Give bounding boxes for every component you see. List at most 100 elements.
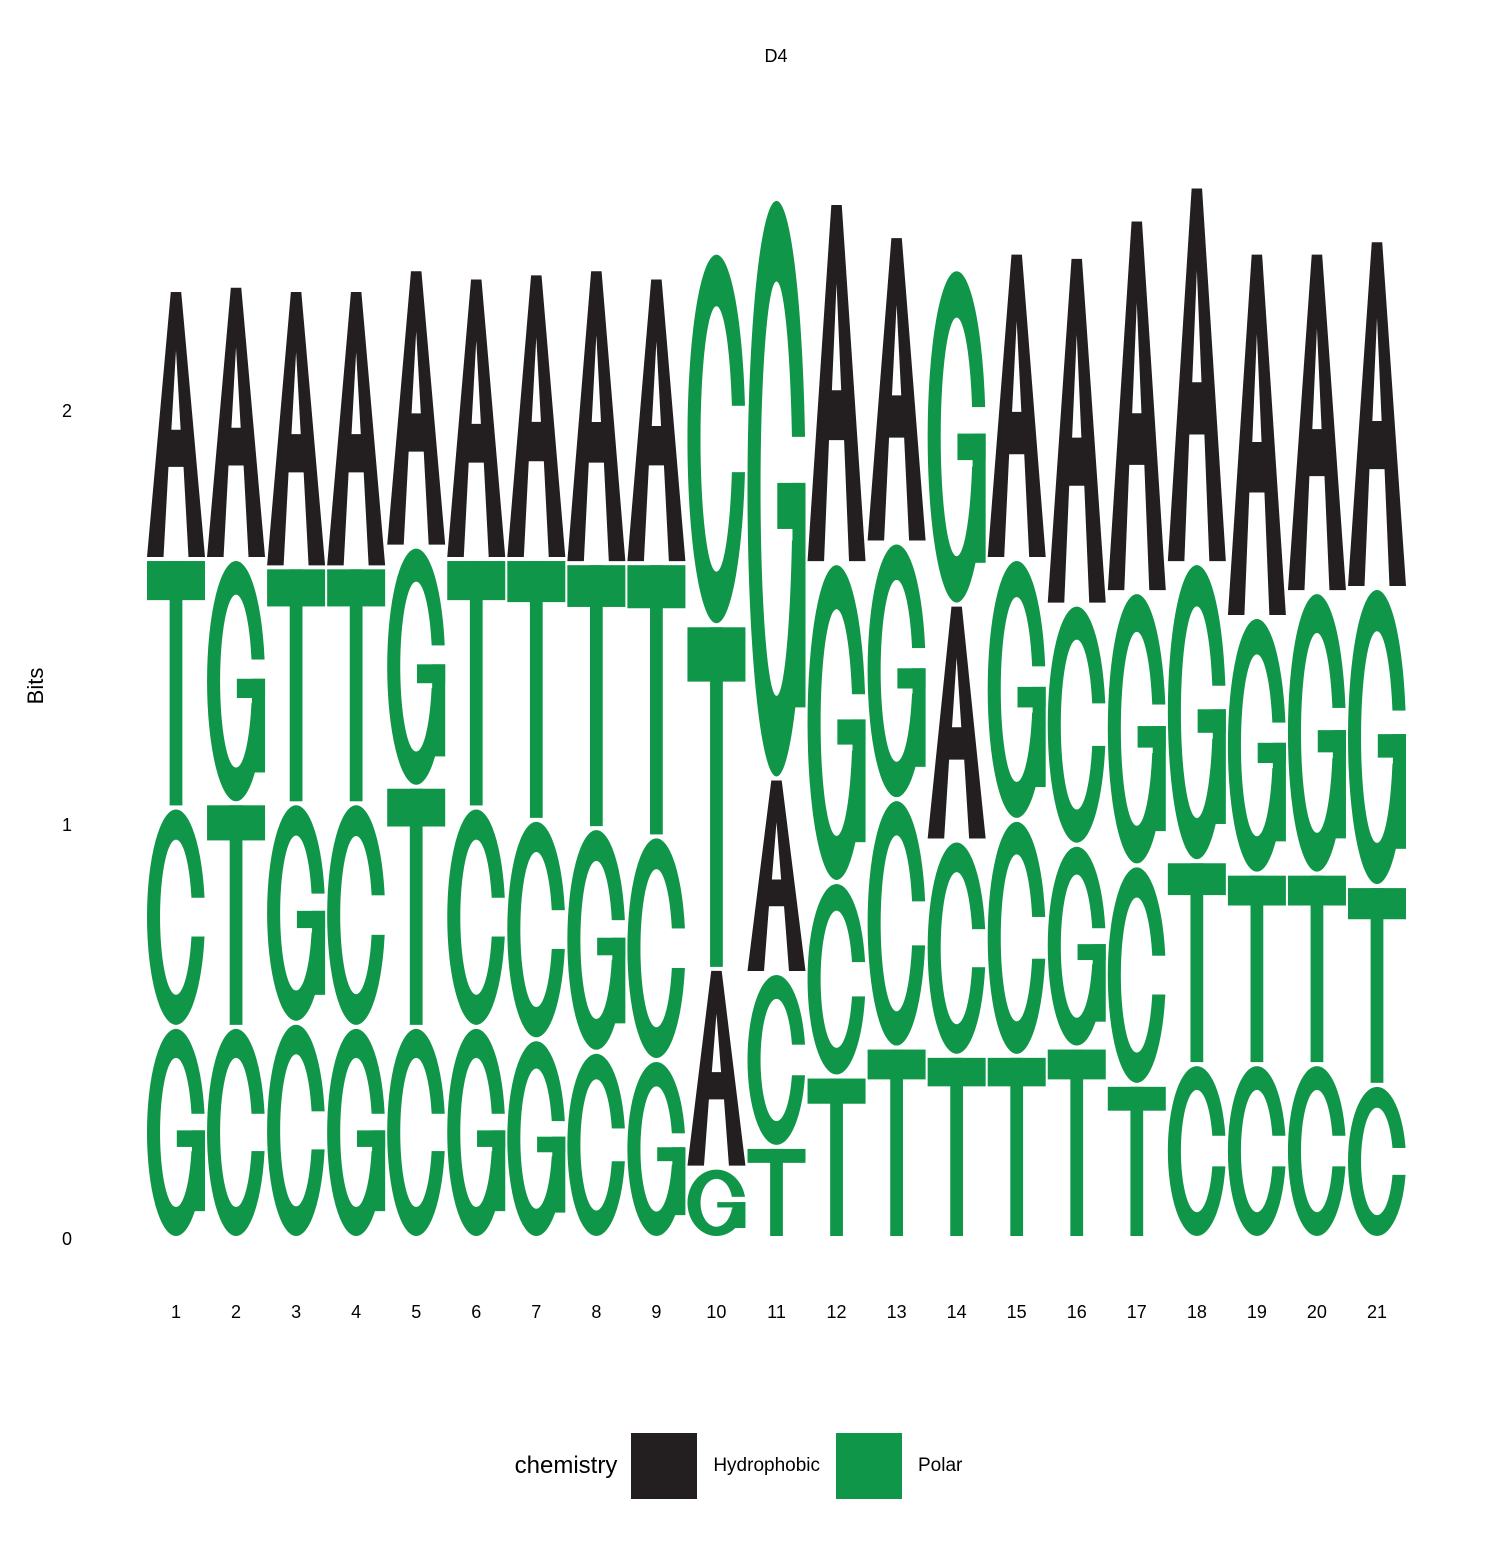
x-tick-label: 19: [1247, 1302, 1267, 1322]
logo-letter-G: [867, 544, 931, 798]
x-tick-label: 15: [1007, 1302, 1027, 1322]
logo-letter-A: [987, 254, 1046, 558]
x-tick-label: 4: [351, 1302, 361, 1322]
x-tick-label: 11: [767, 1302, 786, 1322]
logo-letter-C: [747, 975, 811, 1145]
logo-letter-A: [267, 291, 326, 566]
x-tick-label: 3: [291, 1302, 301, 1322]
logo-letter-C: [1287, 1066, 1351, 1237]
logo-letter-G: [387, 548, 450, 785]
logo-letter-G: [987, 561, 1051, 818]
logo-letter-G: [807, 565, 871, 880]
legend-item-hydrophobic: Hydrophobic: [631, 1433, 836, 1499]
logo-letter-A: [147, 291, 205, 558]
logo-letter-A: [1227, 254, 1286, 615]
logo-stack-position-8: [567, 271, 630, 1236]
x-tick-label: 13: [887, 1302, 907, 1322]
logo-stack-position-3: [267, 291, 330, 1236]
legend-title: chemistry: [514, 1452, 618, 1479]
logo-letter-C: [1348, 1086, 1411, 1236]
logo-letter-C: [627, 838, 691, 1058]
logo-letter-T: [927, 1057, 986, 1236]
logo-stack-position-13: [867, 238, 931, 1236]
logo-letter-C: [567, 1053, 630, 1236]
logo-letter-T: [867, 1049, 926, 1236]
logo-stack-position-18: [1167, 188, 1231, 1237]
x-tick-label: 17: [1127, 1302, 1147, 1322]
logo-letter-C: [1107, 867, 1171, 1083]
logo-letter-C: [507, 821, 570, 1038]
x-axis-ticks: 1 2 3 4 5 6 7 8 9 10 11 12 13 14 15 16 17 18 19 20 21: [171, 1302, 1387, 1322]
logo-stack-position-1: [147, 291, 210, 1237]
logo-letter-T: [1348, 888, 1406, 1083]
logo-letter-A: [327, 291, 386, 566]
logo-letter-T: [507, 561, 566, 818]
logo-letter-C: [447, 809, 510, 1025]
x-tick-label: 10: [706, 1302, 726, 1322]
logo-letter-G: [447, 1028, 510, 1237]
logo-stack-position-19: [1227, 254, 1291, 1237]
logo-letter-G: [1227, 619, 1291, 872]
logo-stack-position-4: [327, 291, 390, 1237]
logo-stack-position-21: [1348, 242, 1411, 1236]
logo-stack-position-2: [207, 287, 270, 1237]
logo-stack-position-12: [807, 205, 871, 1236]
logo-stack-position-14: [927, 271, 991, 1236]
logo-letter-A: [567, 271, 626, 562]
x-tick-label: 6: [471, 1302, 481, 1322]
logo-letter-A: [447, 279, 506, 558]
logo-letter-C: [267, 1024, 330, 1236]
x-tick-label: 9: [651, 1302, 661, 1322]
logo-letter-T: [1107, 1086, 1166, 1236]
logo-letter-T: [447, 561, 506, 806]
logo-letter-A: [387, 271, 446, 545]
logo-letter-A: [1167, 188, 1226, 562]
logo-letter-C: [327, 805, 390, 1025]
x-tick-label: 16: [1067, 1302, 1087, 1322]
logo-letter-C: [1227, 1066, 1291, 1237]
logo-letter-A: [807, 205, 866, 562]
x-tick-label: 5: [411, 1302, 421, 1322]
logo-letter-G: [1287, 594, 1351, 872]
logo-letter-C: [687, 254, 751, 624]
logo-letter-T: [747, 1148, 806, 1236]
logo-letter-C: [1047, 606, 1111, 843]
y-axis-ticks: 0 1 2: [62, 401, 72, 1249]
logo-letter-C: [207, 1028, 270, 1237]
logo-stack-position-20: [1287, 254, 1351, 1237]
logo-letter-T: [267, 569, 326, 802]
logo-letter-T: [387, 788, 446, 1025]
y-tick-label: 1: [62, 815, 72, 835]
legend-swatch-hydrophobic: [631, 1433, 698, 1499]
logo-letter-G: [1107, 594, 1171, 864]
logo-letter-G: [1348, 590, 1411, 885]
logo-letter-G: [267, 805, 330, 1021]
logo-letter-C: [927, 842, 991, 1054]
logo-letter-G: [627, 1061, 691, 1236]
logo-letter-T: [327, 569, 386, 802]
logo-stack-position-7: [507, 275, 570, 1236]
y-tick-label: 0: [62, 1229, 72, 1249]
logo-letter-A: [747, 780, 806, 972]
legend-swatch-polar: [836, 1433, 902, 1499]
logo-letter-G: [147, 1028, 210, 1237]
x-tick-label: 8: [591, 1302, 601, 1322]
logo-letter-A: [627, 279, 686, 562]
logo-letter-A: [207, 287, 266, 558]
logo-letter-T: [1227, 875, 1286, 1063]
logo-letter-T: [687, 627, 746, 967]
x-tick-label: 18: [1187, 1302, 1207, 1322]
legend: chemistry Hydrophobic Polar: [0, 1432, 1493, 1500]
logo-letter-T: [567, 565, 626, 827]
logo-stack-position-15: [987, 254, 1051, 1236]
logo-letter-T: [147, 561, 205, 806]
x-tick-label: 7: [531, 1302, 541, 1322]
logo-letter-A: [927, 606, 986, 839]
logo-letter-G: [567, 830, 630, 1050]
logo-letter-T: [1047, 1049, 1106, 1236]
x-tick-label: 20: [1307, 1302, 1327, 1322]
logo-letter-A: [1107, 221, 1166, 591]
logo-letter-C: [147, 809, 210, 1025]
legend-label-hydrophobic: Hydrophobic: [713, 1455, 820, 1476]
